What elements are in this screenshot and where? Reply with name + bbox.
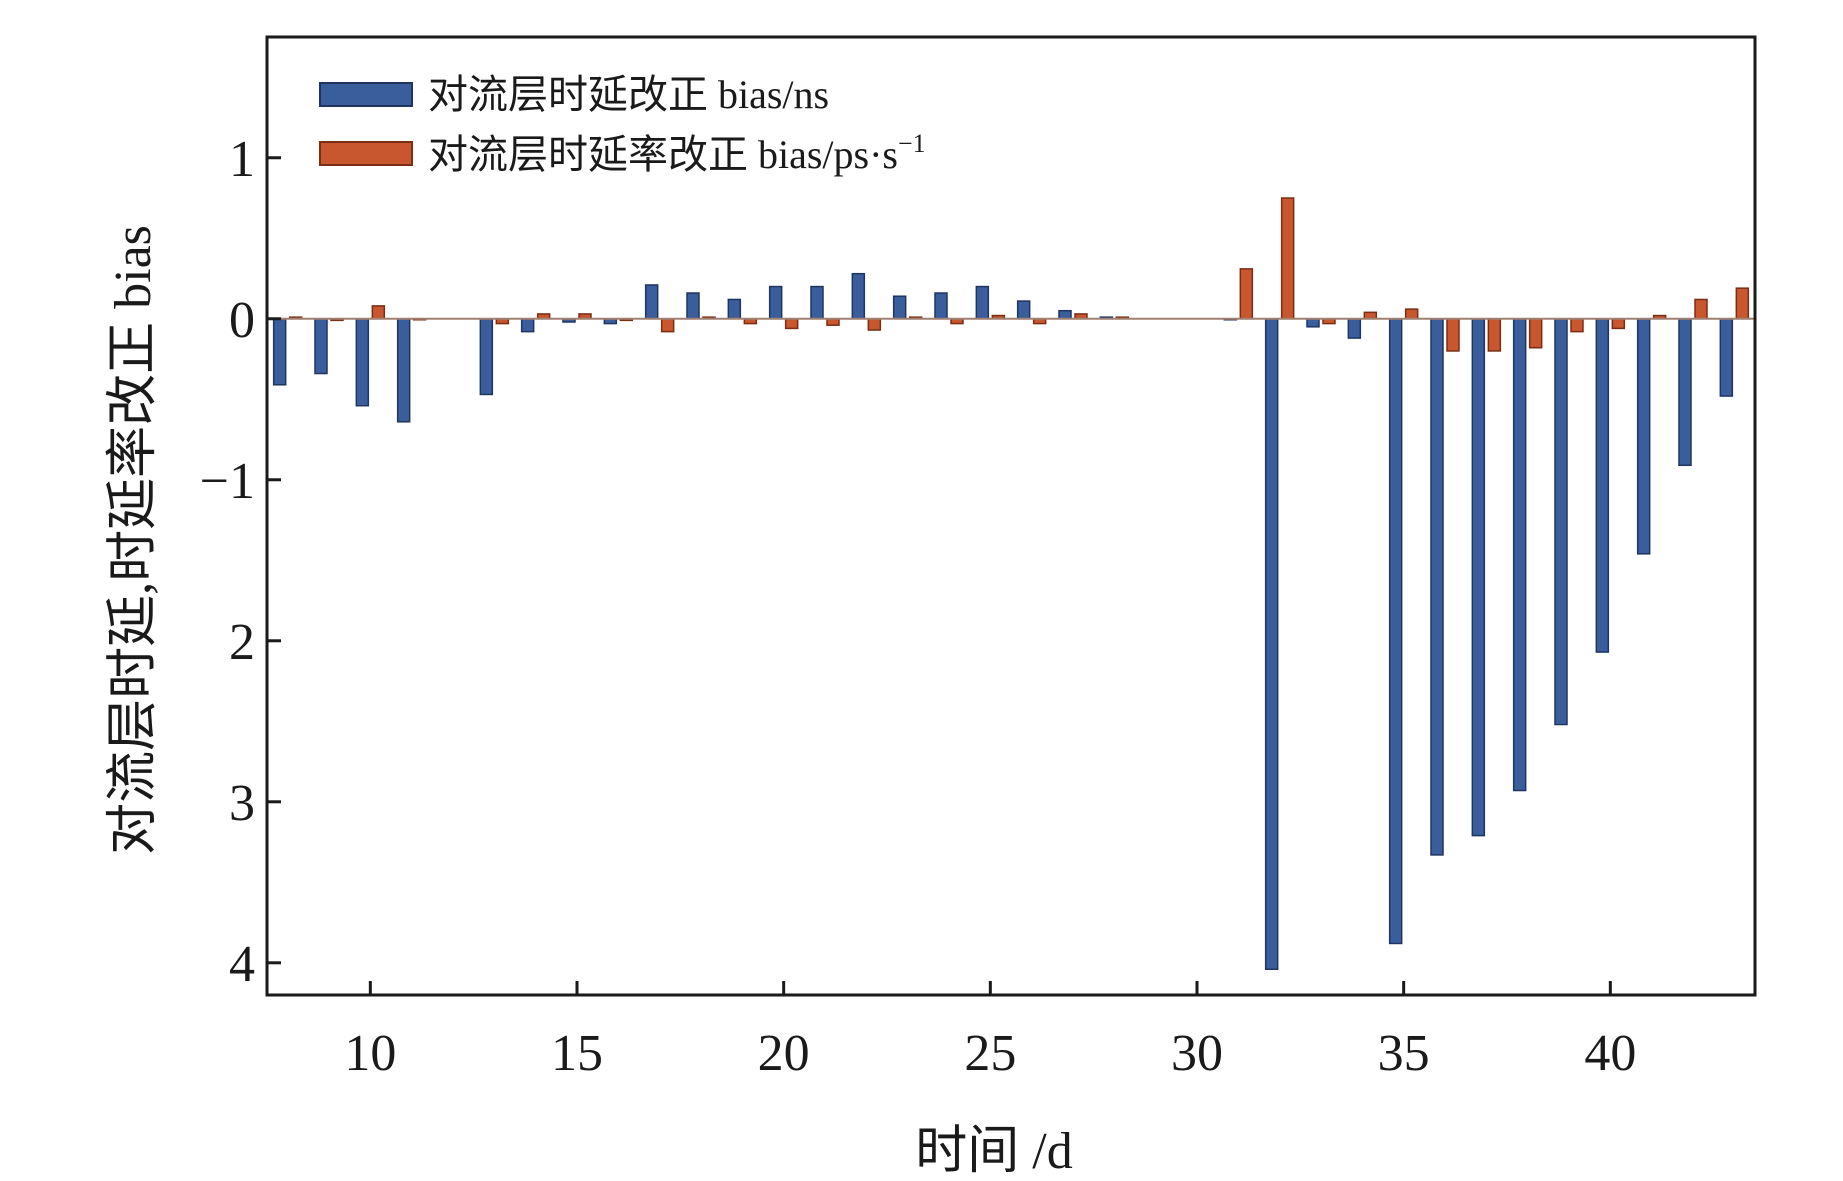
bar-delay-rate-day-40 [1611, 318, 1626, 330]
bar-delay-day-42 [1678, 318, 1692, 467]
bar-delay-day-23 [892, 295, 907, 320]
bar-delay-rate-day-10 [371, 305, 386, 320]
bar-delay-rate-day-35 [1404, 308, 1419, 320]
y-tick-label: −1 [200, 453, 255, 510]
bar-delay-day-14 [520, 318, 535, 333]
x-tick-label: 15 [551, 1025, 603, 1082]
bar-delay-day-34 [1347, 318, 1362, 339]
x-tick-label: 40 [1584, 1025, 1636, 1082]
x-axis-title: 时间 /d [915, 1123, 1072, 1180]
bar-delay-rate-day-31 [1239, 268, 1254, 320]
bar-delay-day-8 [272, 318, 287, 386]
bar-delay-day-33 [1306, 318, 1320, 328]
bar-delay-day-39 [1554, 318, 1568, 726]
x-tick-label: 30 [1171, 1025, 1223, 1082]
x-tick-label: 20 [758, 1025, 810, 1082]
bar-delay-rate-day-22 [867, 318, 882, 331]
bar-delay-rate-day-38 [1528, 318, 1543, 349]
bar-delay-rate-day-42 [1694, 298, 1708, 320]
bar-delay-rate-day-17 [660, 318, 675, 333]
bar-delay-day-19 [727, 298, 742, 320]
x-tick-label: 10 [344, 1025, 396, 1082]
legend-label-delay: 对流层时延改正 bias/ns [428, 72, 829, 117]
legend-label-delay-rate-text: 对流层时延率改正 bias/ps·s [428, 132, 898, 177]
bar-delay-rate-day-39 [1570, 318, 1584, 333]
bar-delay-rate-day-37 [1487, 318, 1502, 352]
bar-delay-day-27 [1058, 309, 1072, 320]
bar-delay-day-43 [1719, 318, 1734, 397]
bar-delay-day-40 [1595, 318, 1610, 653]
bar-delay-rate-day-36 [1446, 318, 1460, 352]
bar-delay-day-18 [686, 292, 700, 320]
bar-delay-rate-day-20 [784, 318, 799, 330]
legend: 对流层时延改正 bias/ns 对流层时延率改正 bias/ps·s−1 [319, 72, 926, 177]
y-tick-label: 4 [229, 936, 255, 993]
y-tick-label: 3 [229, 775, 255, 832]
bar-delay-day-37 [1471, 318, 1486, 837]
x-tick-label: 35 [1378, 1025, 1430, 1082]
bar-delay-day-24 [934, 292, 948, 320]
bar-delay-day-13 [479, 318, 494, 396]
x-tick-label: 25 [964, 1025, 1016, 1082]
bar-delay-day-22 [851, 272, 866, 320]
legend-swatch-delay [319, 82, 413, 107]
legend-label-delay-rate: 对流层时延率改正 bias/ps·s−1 [428, 129, 926, 177]
bar-delay-day-41 [1636, 318, 1651, 555]
plot-frame [265, 35, 1757, 997]
legend-swatch-delay-rate [319, 141, 413, 166]
x-axis-ticks: 10 15 20 25 30 35 40 [344, 981, 1636, 1082]
legend-label-delay-rate-sup: −1 [898, 129, 926, 158]
bars-group [272, 197, 1750, 970]
bar-delay-day-25 [975, 285, 990, 320]
y-tick-label: 0 [229, 292, 255, 349]
bar-delay-day-11 [396, 318, 411, 423]
y-tick-label: 2 [229, 614, 255, 671]
y-axis-title: 对流层时延,时延率改正 bias [105, 225, 162, 855]
bar-delay-day-10 [355, 318, 370, 407]
bar-delay-rate-day-32 [1280, 197, 1295, 320]
bar-delay-day-35 [1388, 318, 1403, 945]
bar-delay-day-38 [1512, 318, 1527, 792]
bar-delay-day-26 [1016, 300, 1031, 320]
bar-delay-day-20 [768, 285, 783, 320]
y-tick-label: 1 [229, 131, 255, 188]
bar-delay-day-9 [314, 318, 328, 375]
bar-delay-day-36 [1430, 318, 1444, 856]
bar-delay-day-17 [644, 284, 659, 320]
y-axis-ticks: 1 0 −1 2 3 4 [200, 131, 281, 993]
bar-delay-day-32 [1264, 318, 1279, 970]
bar-delay-day-21 [810, 285, 824, 320]
bar-delay-rate-day-43 [1735, 287, 1750, 320]
